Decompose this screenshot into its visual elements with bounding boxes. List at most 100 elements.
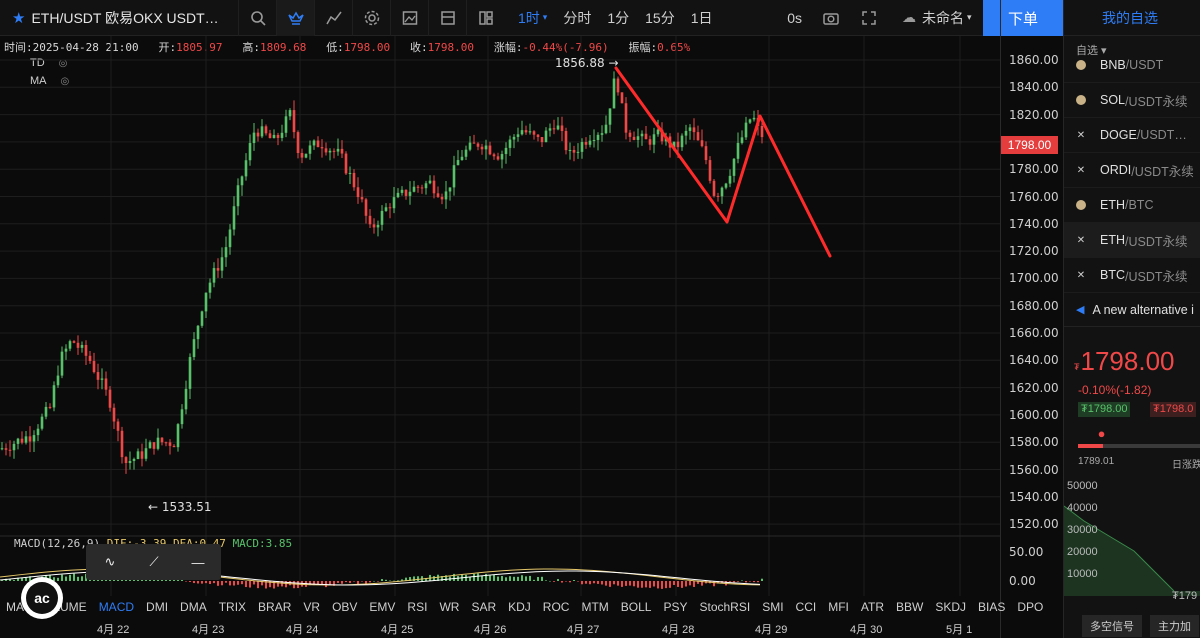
gear-icon[interactable] [352, 0, 390, 36]
candle-body [444, 191, 448, 200]
macd-bar [201, 581, 203, 584]
macd-bar [437, 574, 439, 581]
candle-body [428, 180, 432, 184]
indicator-tab-emv[interactable]: EMV [369, 600, 396, 614]
star-icon[interactable]: ★ [12, 9, 26, 27]
tab-main-force[interactable]: 主力加 [1150, 615, 1199, 637]
macd-bar [465, 574, 467, 581]
candle-body [336, 148, 340, 152]
indicator-tab-mtm[interactable]: MTM [581, 600, 609, 614]
macd-bar [61, 574, 63, 581]
bar-time: 2025-04-28 21:00 [32, 41, 139, 54]
indicator-tab-vr[interactable]: VR [303, 600, 321, 614]
drawn-trend-line[interactable] [614, 66, 832, 258]
candle-body [252, 132, 256, 144]
wave-tool-icon[interactable]: ∿ [104, 554, 116, 569]
indicator-tab-trix[interactable]: TRIX [218, 600, 247, 614]
interval-1d[interactable]: 1日 [690, 9, 713, 26]
indicator-tab-bbw[interactable]: BBW [896, 600, 924, 614]
watchlist-item[interactable]: ✕ ORDI/USDT永续 [1064, 153, 1200, 188]
macd-bar [57, 577, 59, 581]
symbol-selector[interactable]: ★ ETH/USDT 欧易OKX USDT… [0, 0, 238, 36]
candle-body [576, 151, 580, 153]
indicator-tab-macd[interactable]: MACD [98, 600, 135, 614]
macd-bar [185, 581, 187, 582]
indicator-tab-psy[interactable]: PSY [663, 600, 688, 614]
indicator-icon[interactable] [314, 0, 352, 36]
trendline-tool-icon[interactable]: ⟋ [149, 554, 159, 569]
indicator-tab-obv[interactable]: OBV [332, 600, 358, 614]
candle-body [308, 145, 312, 154]
candle-body [148, 442, 152, 449]
candle-body [680, 135, 684, 148]
indicator-tab-boll[interactable]: BOLL [620, 600, 652, 614]
candle-body [608, 108, 612, 125]
camera-icon[interactable] [812, 0, 850, 36]
watchlist-item[interactable]: BNB/USDT [1064, 48, 1200, 83]
overlay-ma[interactable]: MA ◎ [30, 75, 75, 87]
indicator-tab-ma[interactable]: MA [6, 600, 24, 614]
pair-quote: /USDT永续 [1131, 164, 1194, 179]
interval-tick[interactable]: 分时 [563, 9, 592, 26]
indicator-tab-mfi[interactable]: MFI [828, 600, 849, 614]
watchlist-item[interactable]: ✕ ETH/USDT永续 [1064, 223, 1200, 258]
indicator-tab-roc[interactable]: ROC [542, 600, 570, 614]
eye-off-icon[interactable]: ◎ [58, 58, 68, 69]
image-icon[interactable] [390, 0, 428, 36]
indicator-tab-stochrsi[interactable]: StochRSI [699, 600, 751, 614]
change-value: -0.44%(-7.96) [522, 41, 609, 54]
watchlist-item[interactable]: ✕ DOGE/USDT… [1064, 118, 1200, 153]
pair-base: ETH [1100, 233, 1125, 247]
candle-body [32, 435, 36, 442]
indicator-tab-bias[interactable]: BIAS [978, 600, 1006, 614]
candle-body [60, 351, 64, 376]
indicator-tab-cci[interactable]: CCI [795, 600, 817, 614]
candle-body [72, 341, 76, 343]
fullscreen-icon[interactable] [850, 0, 888, 36]
indicator-tab-atr[interactable]: ATR [860, 600, 884, 614]
indicator-tab-skdj[interactable]: SKDJ [935, 600, 967, 614]
tab-long-short-signal[interactable]: 多空信号 [1082, 615, 1142, 637]
hline-tool-icon[interactable]: — [191, 554, 205, 570]
watchlist-item[interactable]: ETH/BTC [1064, 188, 1200, 223]
interval-1h[interactable]: 1时 ▾ [518, 9, 548, 26]
date-tick: 4月 22 [97, 624, 130, 636]
price-tick: 1700.00 [1009, 271, 1059, 286]
watchlist-item[interactable]: ✕ BTC/USDT永续 [1064, 258, 1200, 293]
watchlist-item[interactable]: SOL/USDT永续 [1064, 83, 1200, 118]
interval-1m[interactable]: 1分 [607, 9, 630, 26]
pair-quote: /USDT… [1136, 128, 1187, 142]
macd-bar [677, 581, 679, 587]
indicator-tab-dmi[interactable]: DMI [146, 600, 169, 614]
candlestick-chart[interactable] [0, 36, 1000, 636]
search-icon[interactable] [238, 0, 276, 36]
watchlist-title[interactable]: 我的自选 [1064, 0, 1200, 36]
crown-icon[interactable] [276, 0, 314, 36]
order-button[interactable]: 下单 [983, 0, 1063, 36]
depth-tick: 10000 [1067, 568, 1098, 580]
indicator-tab-sar[interactable]: SAR [471, 600, 497, 614]
interval-15m[interactable]: 15分 [645, 9, 675, 26]
candle-body [284, 116, 288, 133]
eye-off-icon[interactable]: ◎ [60, 76, 70, 87]
indicator-tab-dma[interactable]: DMA [180, 600, 207, 614]
indicator-tab-rsi[interactable]: RSI [407, 600, 428, 614]
layout-icon[interactable] [466, 0, 504, 36]
chevron-down-icon: ▾ [967, 12, 972, 22]
candle-body [504, 147, 508, 155]
template-icon[interactable] [428, 0, 466, 36]
pair-quote: /USDT [1125, 58, 1164, 72]
candle-body [184, 388, 188, 410]
indicator-tab-brar[interactable]: BRAR [258, 600, 292, 614]
indicator-tab-kdj[interactable]: KDJ [508, 600, 531, 614]
macd-bar [605, 581, 607, 586]
watchlist-filter[interactable]: 自选 ▾ [1076, 45, 1107, 57]
indicator-tab-dpo[interactable]: DPO [1017, 600, 1044, 614]
indicator-tab-smi[interactable]: SMI [762, 600, 784, 614]
macd-bar [77, 576, 79, 581]
news-ticker[interactable]: ◀ A new alternative i [1064, 293, 1200, 327]
layout-name[interactable]: ☁ 未命名 ▾ [902, 9, 972, 26]
macd-bar [233, 581, 235, 586]
indicator-tab-wr[interactable]: WR [439, 600, 460, 614]
pair-quote: /BTC [1125, 198, 1154, 212]
